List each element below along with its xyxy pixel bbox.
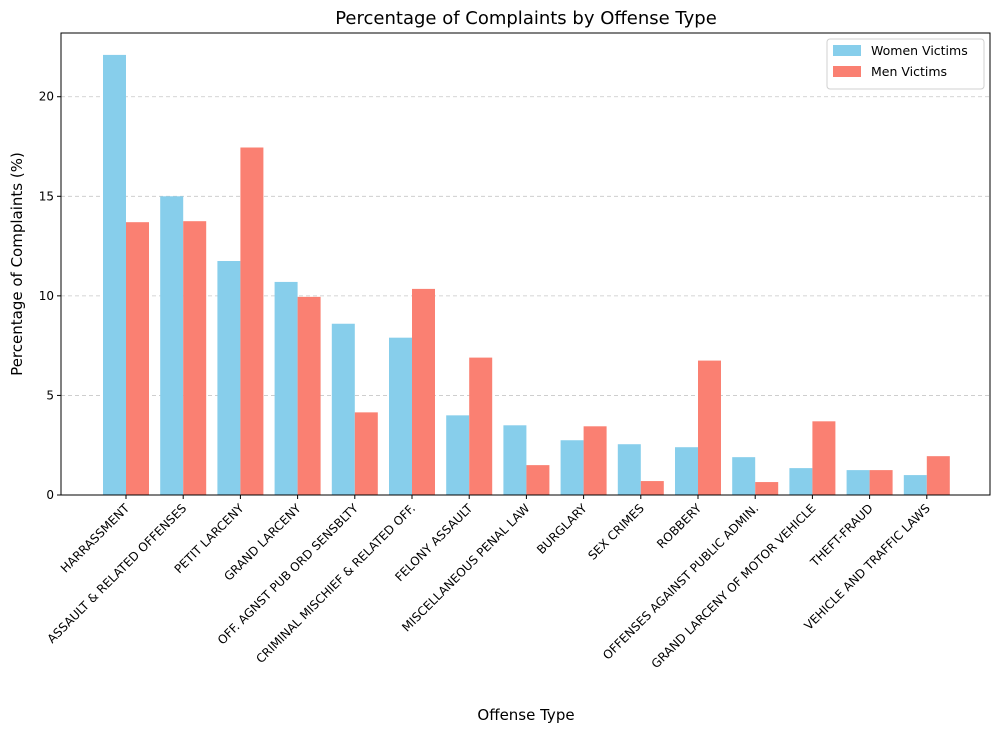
y-axis-title: Percentage of Complaints (%) <box>8 152 26 376</box>
bar-women <box>331 323 355 495</box>
legend-label: Women Victims <box>871 43 968 58</box>
x-tick-label: MISCELLANEOUS PENAL LAW <box>399 501 532 634</box>
bars-layer <box>103 54 950 496</box>
y-tick-label: 5 <box>46 388 54 402</box>
bar-men <box>354 412 378 495</box>
bar-women <box>560 440 584 495</box>
bar-women <box>446 415 470 495</box>
plot-frame <box>60 32 991 496</box>
bar-men <box>640 481 664 495</box>
legend: Women Victims Men Victims <box>826 38 985 90</box>
bar-men <box>869 470 893 495</box>
bar-women <box>617 444 641 495</box>
y-tick-label: 10 <box>39 289 54 303</box>
x-tick-label: VEHICLE AND TRAFFIC LAWS <box>801 501 933 633</box>
bar-women <box>274 281 298 495</box>
legend-swatch <box>833 45 861 56</box>
legend-swatch <box>833 66 861 77</box>
bar-men <box>526 465 550 495</box>
bar-men <box>583 426 607 495</box>
bar-men <box>812 421 836 495</box>
bar-men <box>240 147 264 495</box>
bar-men <box>183 221 207 495</box>
axes-layer <box>57 32 991 499</box>
x-tick-label: SEX CRIMES <box>585 501 647 563</box>
y-tick-label: 20 <box>39 90 54 104</box>
bar-women <box>789 468 813 495</box>
x-tick-label: ROBBERY <box>654 501 704 551</box>
bar-men <box>412 288 435 495</box>
legend-label: Men Victims <box>871 64 947 79</box>
x-axis-title: Offense Type <box>477 706 574 724</box>
bar-men <box>297 296 321 495</box>
bar-women <box>160 196 184 496</box>
bar-men <box>698 360 721 495</box>
bar-men <box>469 357 493 495</box>
y-tick-label: 15 <box>39 189 54 203</box>
bar-women <box>675 447 698 495</box>
bar-women <box>103 54 126 495</box>
bar-women <box>846 470 870 495</box>
bar-men <box>126 222 149 495</box>
bar-women <box>389 337 412 495</box>
legend-box <box>826 38 985 90</box>
bar-men <box>755 482 779 495</box>
x-tick-label: BURGLARY <box>534 501 590 557</box>
bar-women <box>217 261 241 495</box>
bar-women <box>503 425 527 495</box>
bar-women <box>732 457 756 495</box>
bar-men <box>926 456 950 495</box>
y-tick-label: 0 <box>46 488 54 502</box>
bar-women <box>903 475 927 495</box>
grid-layer <box>61 96 990 396</box>
chart-title: Percentage of Complaints by Offense Type <box>335 8 717 29</box>
